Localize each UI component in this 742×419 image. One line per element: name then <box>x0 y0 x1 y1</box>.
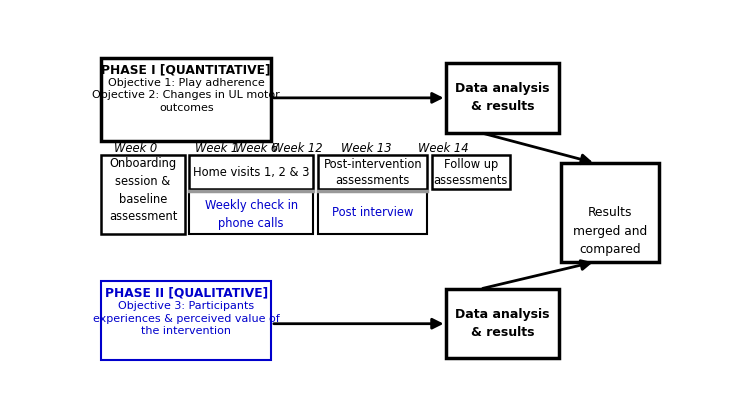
Text: & results: & results <box>470 101 534 114</box>
FancyBboxPatch shape <box>102 58 271 141</box>
Text: Week 6: Week 6 <box>235 142 278 155</box>
Text: Week 1: Week 1 <box>194 142 238 155</box>
Text: Week 13: Week 13 <box>341 142 391 155</box>
FancyBboxPatch shape <box>102 155 185 234</box>
Text: Data analysis: Data analysis <box>456 83 550 96</box>
FancyBboxPatch shape <box>447 289 559 358</box>
Text: Week 14: Week 14 <box>418 142 469 155</box>
FancyBboxPatch shape <box>447 63 559 132</box>
Text: compared: compared <box>580 243 641 256</box>
FancyBboxPatch shape <box>432 155 510 189</box>
Text: Week 12: Week 12 <box>272 142 322 155</box>
Text: Onboarding: Onboarding <box>110 158 177 171</box>
Text: assessments: assessments <box>433 174 508 187</box>
Text: PHASE I [QUANTITATIVE]: PHASE I [QUANTITATIVE] <box>102 63 271 76</box>
Text: Post-intervention: Post-intervention <box>324 158 422 171</box>
FancyBboxPatch shape <box>318 155 427 189</box>
Text: assessments: assessments <box>335 174 410 187</box>
Text: Week 0: Week 0 <box>114 142 157 155</box>
Text: Data analysis: Data analysis <box>456 308 550 321</box>
FancyBboxPatch shape <box>189 191 313 234</box>
Text: outcomes: outcomes <box>159 103 214 114</box>
Text: the intervention: the intervention <box>141 326 232 336</box>
FancyBboxPatch shape <box>318 191 427 234</box>
Text: Home visits 1, 2 & 3: Home visits 1, 2 & 3 <box>193 166 309 178</box>
Text: Objective 3: Participants: Objective 3: Participants <box>118 301 255 311</box>
Text: PHASE II [QUALITATIVE]: PHASE II [QUALITATIVE] <box>105 287 268 300</box>
Text: phone calls: phone calls <box>218 217 284 230</box>
FancyBboxPatch shape <box>562 163 659 261</box>
Text: Follow up: Follow up <box>444 158 498 171</box>
Text: baseline: baseline <box>119 193 167 206</box>
Text: experiences & perceived value of: experiences & perceived value of <box>93 314 280 324</box>
FancyBboxPatch shape <box>102 281 271 360</box>
Text: session &: session & <box>116 175 171 188</box>
Text: Objective 2: Changes in UL motor: Objective 2: Changes in UL motor <box>92 91 280 101</box>
FancyBboxPatch shape <box>189 155 313 189</box>
Text: Objective 1: Play adherence: Objective 1: Play adherence <box>108 78 265 88</box>
Text: Weekly check in: Weekly check in <box>205 199 298 212</box>
Text: merged and: merged and <box>573 225 648 238</box>
Text: & results: & results <box>470 326 534 339</box>
Text: Results: Results <box>588 206 632 219</box>
Text: assessment: assessment <box>109 210 177 223</box>
Text: Post interview: Post interview <box>332 206 413 219</box>
